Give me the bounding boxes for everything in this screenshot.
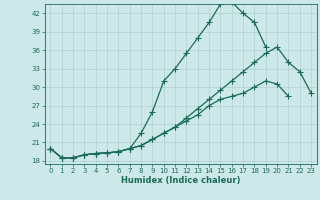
X-axis label: Humidex (Indice chaleur): Humidex (Indice chaleur)	[121, 176, 241, 185]
